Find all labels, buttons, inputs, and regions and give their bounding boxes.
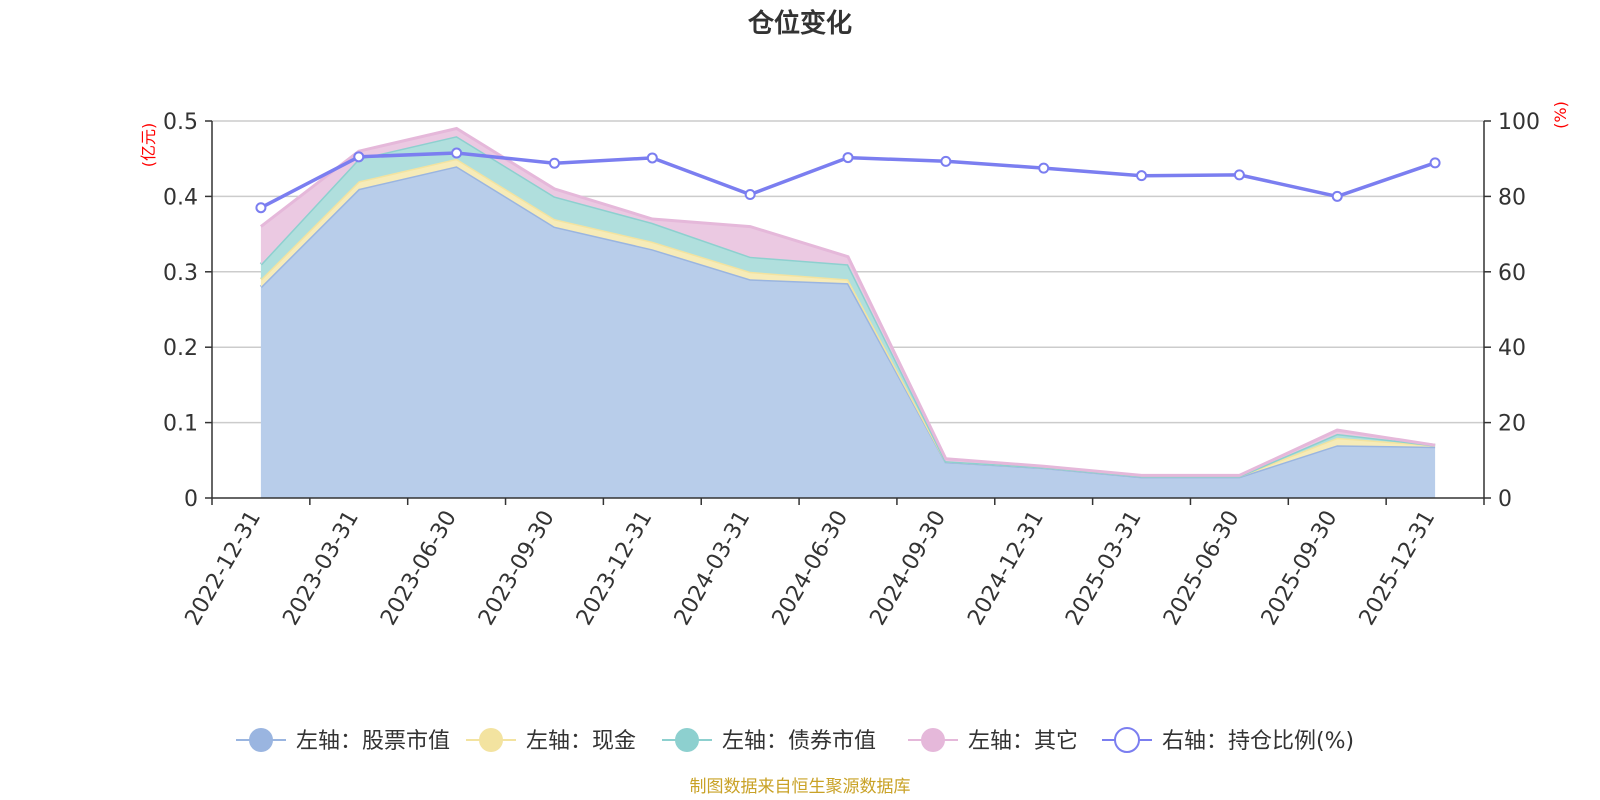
ratio-point xyxy=(548,157,560,169)
x-axis-tick-label: 2024-03-31 xyxy=(670,507,756,630)
left-axis-unit: (亿元) xyxy=(139,123,158,168)
legend-marker xyxy=(675,728,699,752)
x-axis-tick-label: 2023-09-30 xyxy=(474,507,560,630)
x-axis-tick-label: 2024-06-30 xyxy=(768,507,854,630)
stacked-areas xyxy=(259,126,1436,498)
x-axis-tick-label: 2023-12-31 xyxy=(572,507,658,630)
left-axis-tick-label: 0.3 xyxy=(163,261,198,286)
right-axis-tick-label: 20 xyxy=(1498,412,1526,437)
legend-item: 左轴：债券市值 xyxy=(662,728,876,754)
chart-title: 仓位变化 xyxy=(747,8,852,39)
legend-marker xyxy=(921,728,945,752)
ratio-point xyxy=(744,189,756,201)
legend-label: 左轴：股票市值 xyxy=(296,729,450,754)
right-axis-tick-label: 0 xyxy=(1498,487,1512,512)
area-series-0 xyxy=(260,166,1436,498)
ratio-point xyxy=(842,152,854,164)
area-series-3 xyxy=(260,128,1436,477)
area-line-series-3 xyxy=(259,126,1436,477)
left-axis-tick-label: 0.1 xyxy=(163,412,198,437)
left-axis-tick-label: 0.4 xyxy=(163,185,198,210)
x-axis-tick-label: 2025-09-30 xyxy=(1257,507,1343,630)
ratio-point xyxy=(1136,170,1148,182)
legend-marker xyxy=(479,728,503,752)
source-note: 制图数据来自恒生聚源数据库 xyxy=(690,777,911,797)
x-axis-tick-label: 2022-12-31 xyxy=(181,507,267,630)
legend-item: 左轴：现金 xyxy=(466,728,636,754)
legend-label: 左轴：债券市值 xyxy=(722,729,876,754)
legend-marker xyxy=(249,728,273,752)
x-axis-tick-label: 2025-12-31 xyxy=(1355,507,1441,630)
legend-item: 左轴：股票市值 xyxy=(236,728,450,754)
ratio-point xyxy=(646,152,658,164)
x-axis-tick-label: 2025-03-31 xyxy=(1061,507,1147,630)
right-axis-unit: (%) xyxy=(1551,101,1570,129)
ratio-line-series xyxy=(255,147,1441,214)
legend-marker xyxy=(1114,727,1140,753)
right-axis-tick-label: 60 xyxy=(1498,261,1526,286)
x-axis-tick-label: 2024-09-30 xyxy=(865,507,951,630)
legend-item: 左轴：其它 xyxy=(908,728,1078,754)
ratio-point xyxy=(940,155,952,167)
x-axis-tick-label: 2025-06-30 xyxy=(1159,507,1245,630)
ratio-point xyxy=(451,147,463,159)
x-axis-tick-label: 2024-12-31 xyxy=(963,507,1049,630)
x-axis-tick-label: 2023-03-31 xyxy=(278,507,364,630)
legend: 左轴：股票市值 左轴：现金 左轴：债券市值 左轴：其它 右轴：持仓比例(%) xyxy=(236,727,1354,754)
right-axis-tick-label: 80 xyxy=(1498,185,1526,210)
ratio-point xyxy=(1331,190,1343,202)
legend-label: 左轴：现金 xyxy=(526,729,636,754)
left-axis-tick-label: 0.5 xyxy=(163,110,198,135)
ratio-point xyxy=(353,151,365,163)
ratio-point xyxy=(255,202,267,214)
left-axis-tick-label: 0.2 xyxy=(163,336,198,361)
x-axis-tick-label: 2023-06-30 xyxy=(376,506,462,629)
legend-label: 右轴：持仓比例(%) xyxy=(1162,729,1354,754)
right-axis-tick-label: 40 xyxy=(1498,336,1526,361)
left-axis-tick-label: 0 xyxy=(184,487,198,512)
ratio-point xyxy=(1038,162,1050,174)
legend-item: 右轴：持仓比例(%) xyxy=(1102,727,1354,754)
area-series-2 xyxy=(260,136,1436,477)
legend-label: 左轴：其它 xyxy=(968,729,1078,754)
right-axis-tick-label: 100 xyxy=(1498,110,1540,135)
ratio-point xyxy=(1429,157,1441,169)
ratio-point xyxy=(1233,169,1245,181)
